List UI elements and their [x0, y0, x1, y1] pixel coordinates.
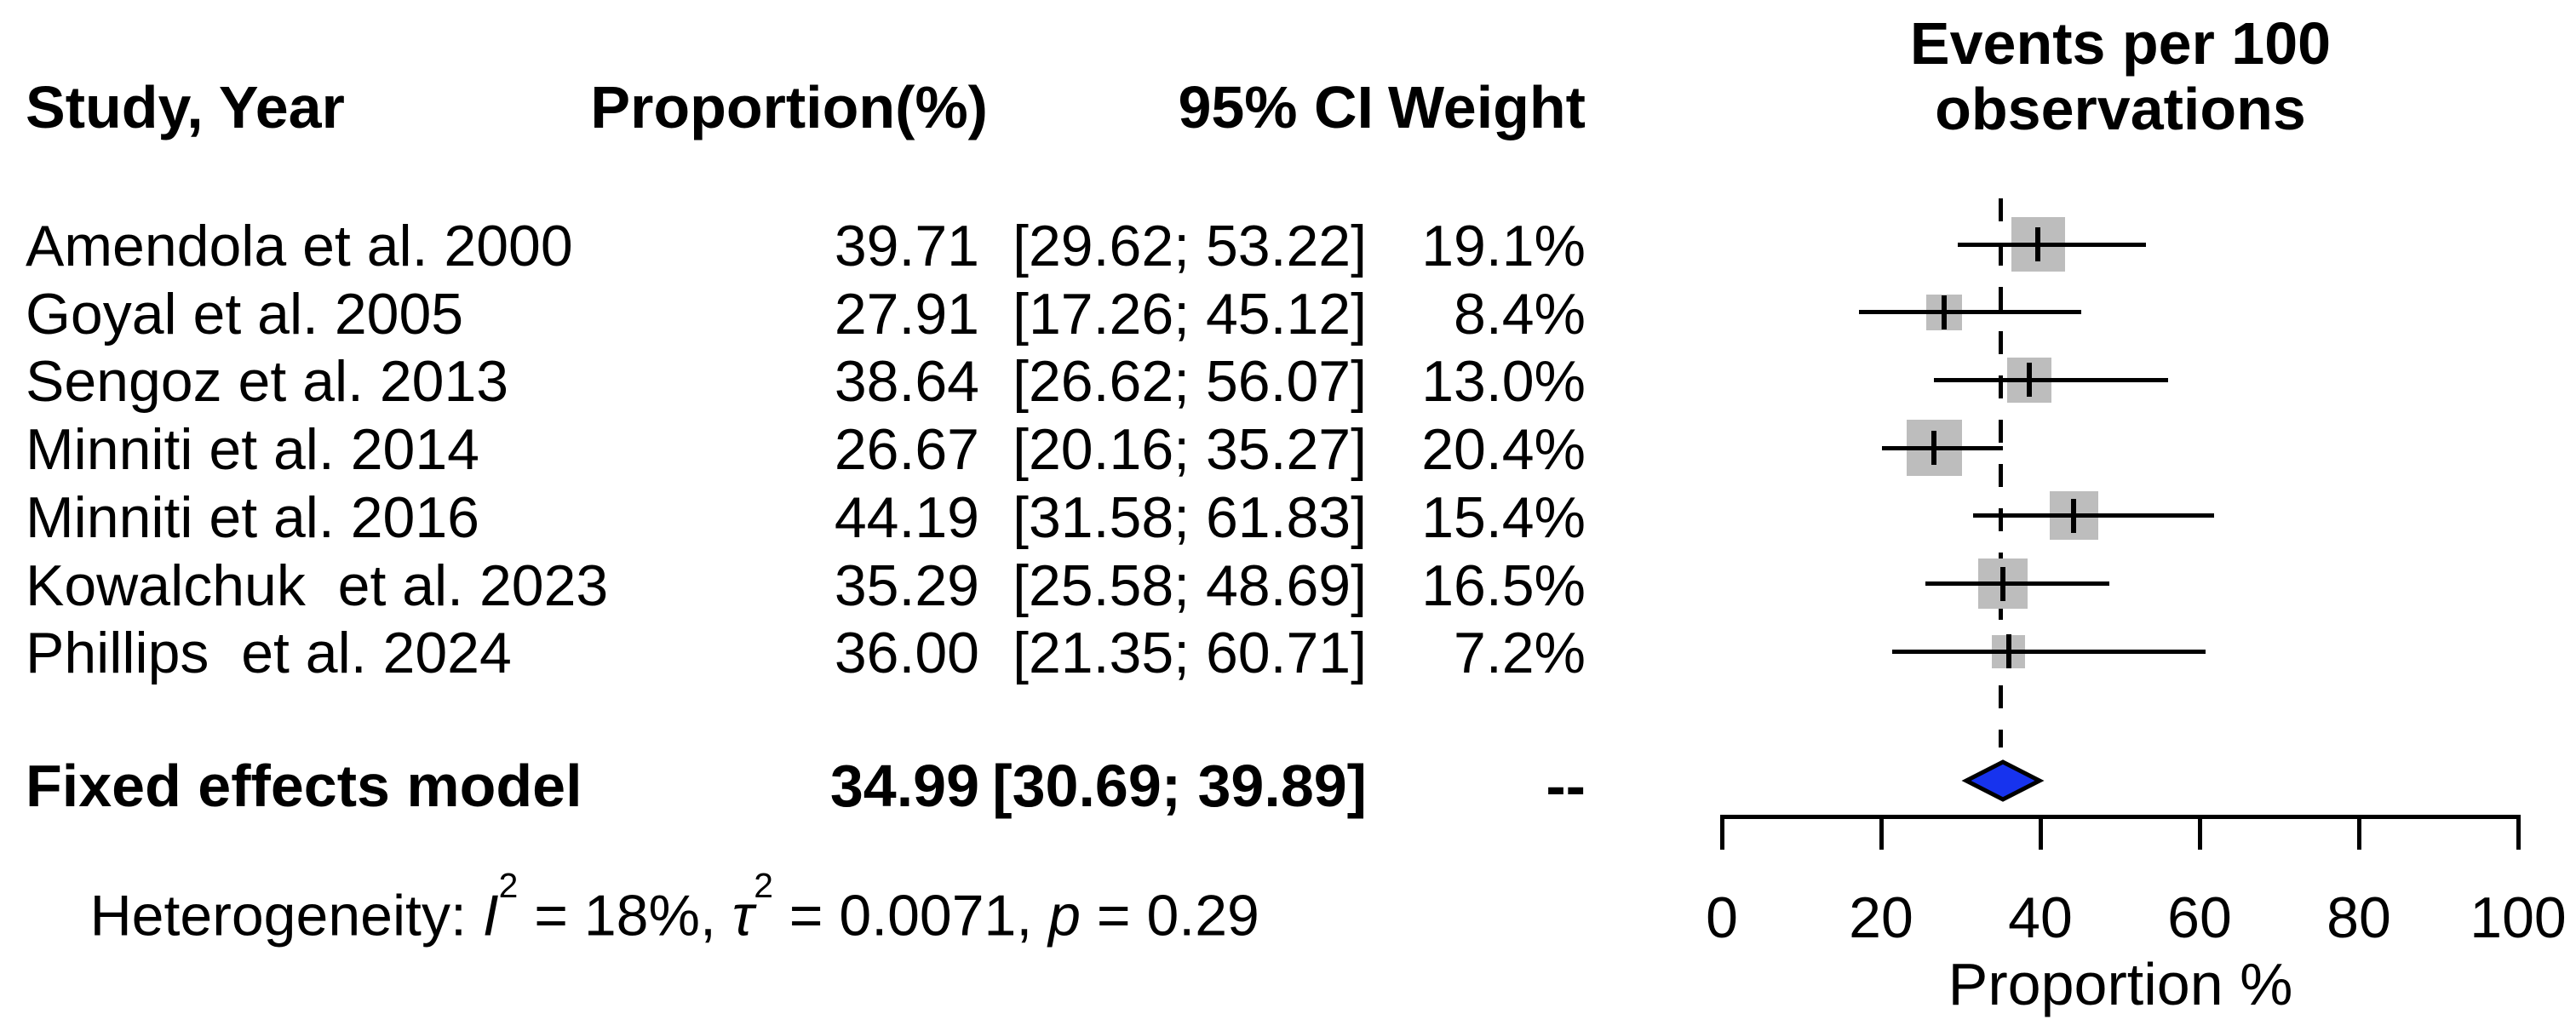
- confidence-interval-line: [1891, 649, 2206, 654]
- point-estimate-tick: [2071, 498, 2077, 533]
- study-ci: [21.35; 60.71]: [1013, 621, 1367, 686]
- table-row: Sengoz et al. 2013 38.64 [26.62; 56.07] …: [0, 352, 2576, 414]
- study-proportion: 39.71: [834, 214, 979, 278]
- column-header-study-year: Study, Year: [26, 74, 345, 140]
- table-row: Minniti et al. 2014 26.67 [20.16; 35.27]…: [0, 421, 2576, 482]
- study-weight: 7.2%: [1454, 621, 1586, 686]
- table-row: Amendola et al. 2000 39.71 [29.62; 53.22…: [0, 217, 2576, 278]
- tau-squared-exponent: 2: [754, 865, 773, 905]
- x-axis-tick-label: 40: [2008, 885, 2073, 950]
- column-header-weight: Weight: [1387, 74, 1586, 140]
- study-name: Phillips et al. 2024: [26, 621, 512, 686]
- table-row: Kowalchuk et al. 2023 35.29 [25.58; 48.6…: [0, 557, 2576, 618]
- point-estimate-tick: [2027, 363, 2033, 398]
- confidence-interval-line: [1882, 445, 2003, 450]
- confidence-interval-line: [1933, 377, 2169, 382]
- summary-row-proportion: 34.99: [829, 753, 979, 819]
- study-name: Amendola et al. 2000: [26, 214, 573, 278]
- tau-squared-value: = 0.0071,: [772, 883, 1049, 948]
- x-axis-tick: [2516, 815, 2521, 850]
- confidence-interval-line: [1957, 242, 2146, 247]
- p-value: = 0.29: [1080, 883, 1259, 948]
- confidence-interval-line: [1859, 310, 2081, 315]
- study-name: Sengoz et al. 2013: [26, 349, 509, 415]
- study-weight: 8.4%: [1454, 281, 1586, 347]
- study-weight: 13.0%: [1421, 349, 1586, 415]
- point-estimate-tick: [1931, 431, 1937, 466]
- x-axis-tick: [2356, 815, 2361, 850]
- reference-dashed-line: [1998, 198, 2003, 747]
- x-axis-tick-label: 60: [2167, 885, 2232, 950]
- study-weight: 15.4%: [1421, 484, 1586, 550]
- tau-squared-symbol: τ: [731, 883, 754, 948]
- x-axis-tick-label: 0: [1706, 885, 1738, 950]
- confidence-interval-line: [1925, 581, 2110, 586]
- study-weight: 20.4%: [1421, 417, 1586, 483]
- study-weight: 19.1%: [1421, 214, 1586, 278]
- table-row: Goyal et al. 2005 27.91 [17.26; 45.12] 8…: [0, 285, 2576, 347]
- heterogeneity-text: Heterogeneity: I2 = 18%, τ2 = 0.0071, p …: [26, 828, 1259, 1003]
- point-estimate-tick: [1941, 295, 1947, 329]
- i-squared-symbol: I: [482, 883, 499, 948]
- confidence-interval-line: [1973, 513, 2215, 518]
- study-ci: [31.58; 61.83]: [1013, 484, 1367, 550]
- study-proportion: 35.29: [834, 553, 979, 618]
- table-row: Minniti et al. 2016 44.19 [31.58; 61.83]…: [0, 489, 2576, 550]
- plot-header-line1: Events per 100: [1909, 10, 2332, 77]
- study-proportion: 26.67: [834, 417, 979, 483]
- summary-row-ci: [30.69; 39.89]: [992, 753, 1367, 819]
- p-symbol: p: [1048, 883, 1081, 948]
- x-axis-tick-label: 100: [2470, 885, 2567, 950]
- study-name: Kowalchuk et al. 2023: [26, 553, 609, 618]
- point-estimate-tick: [2005, 634, 2011, 669]
- point-estimate-tick: [1999, 566, 2005, 601]
- study-ci: [29.62; 53.22]: [1013, 214, 1367, 278]
- plot-header-line2: observations: [1935, 76, 2306, 142]
- heterogeneity-prefix: Heterogeneity:: [89, 883, 483, 948]
- study-proportion: 36.00: [834, 621, 979, 686]
- x-axis-label: Proportion %: [1948, 951, 2293, 1017]
- summary-diamond-shape: [1961, 759, 2045, 802]
- study-ci: [20.16; 35.27]: [1013, 417, 1367, 483]
- study-ci: [25.58; 48.69]: [1013, 553, 1367, 618]
- column-header-proportion: Proportion(%): [590, 74, 988, 140]
- table-row: Phillips et al. 2024 36.00 [21.35; 60.71…: [0, 624, 2576, 685]
- i-squared-exponent: 2: [498, 865, 519, 905]
- x-axis-tick: [2197, 815, 2202, 850]
- summary-diamond: [1961, 759, 2045, 802]
- x-axis-tick-label: 80: [2326, 885, 2391, 950]
- study-name: Goyal et al. 2005: [26, 281, 464, 347]
- study-ci: [17.26; 45.12]: [1013, 281, 1367, 347]
- study-proportion: 27.91: [834, 281, 979, 347]
- point-estimate-tick: [2035, 227, 2041, 261]
- i-squared-value: = 18%,: [518, 883, 732, 948]
- x-axis-tick: [2038, 815, 2043, 850]
- column-header-95ci: 95% CI: [1178, 74, 1374, 140]
- x-axis-tick-label: 20: [1849, 885, 1913, 950]
- summary-row-weight: --: [1546, 753, 1586, 819]
- study-weight: 16.5%: [1421, 553, 1586, 618]
- study-proportion: 44.19: [834, 484, 979, 550]
- study-ci: [26.62; 56.07]: [1013, 349, 1367, 415]
- study-name: Minniti et al. 2014: [26, 417, 479, 483]
- x-axis-tick: [1879, 815, 1884, 850]
- study-name: Minniti et al. 2016: [26, 484, 479, 550]
- study-proportion: 38.64: [834, 349, 979, 415]
- x-axis-tick: [1719, 815, 1724, 850]
- x-axis-line: [1722, 815, 2518, 819]
- summary-row-label: Fixed effects model: [26, 753, 582, 819]
